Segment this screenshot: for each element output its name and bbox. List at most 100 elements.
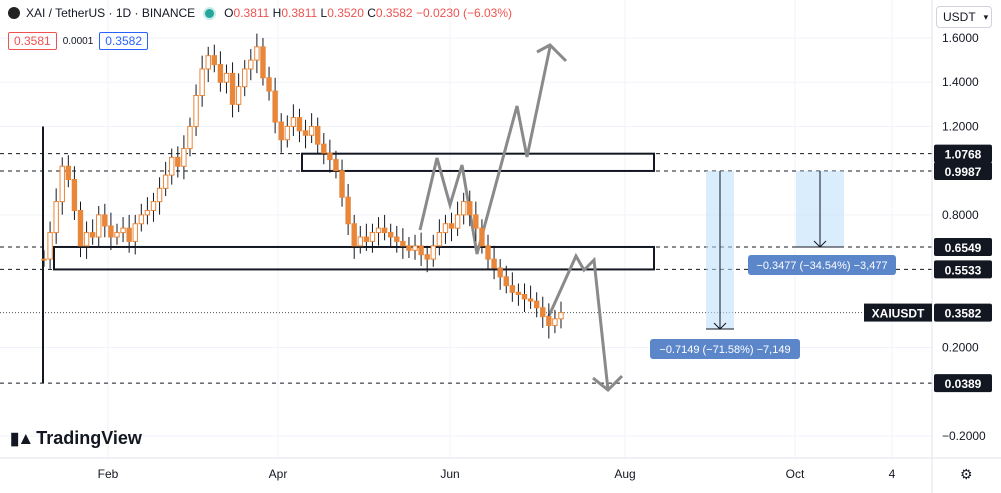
candle-body: [83, 232, 90, 247]
candle-body: [77, 209, 84, 247]
symbol-title[interactable]: XAI / TetherUS · 1D · BINANCE: [26, 6, 196, 20]
y-tick-label: 0.2000: [942, 341, 979, 355]
candle-body: [65, 165, 72, 181]
level-label-bg: [934, 161, 992, 180]
candle-body: [308, 125, 315, 136]
candle-body: [47, 232, 53, 260]
candle-body: [327, 152, 333, 161]
chevron-down-icon: ▾: [983, 11, 989, 22]
y-tick-label: 1.6000: [942, 31, 979, 45]
candle-body: [540, 307, 546, 318]
candle-body: [381, 227, 388, 234]
level-label: 0.9987: [945, 165, 982, 179]
candle-body: [211, 55, 218, 66]
spread-value: 0.0001: [62, 35, 94, 47]
projection-arrow-up: [536, 43, 568, 63]
candle-body: [387, 232, 394, 238]
candle-body: [181, 148, 187, 167]
x-tick-label: 4: [889, 467, 896, 481]
candle-body: [448, 223, 455, 229]
candle-body: [558, 312, 564, 320]
sell-button[interactable]: 0.3581: [8, 32, 57, 50]
candle-body: [199, 68, 205, 96]
close-value: 0.3582: [375, 6, 413, 20]
candle-body: [369, 232, 376, 242]
candle-body: [467, 201, 473, 216]
projection-arrow-down: [592, 374, 624, 393]
candle-body: [412, 245, 418, 251]
candle-body: [552, 318, 558, 326]
candle-body: [114, 232, 120, 238]
candle-body: [515, 291, 522, 295]
candle-body: [491, 258, 497, 269]
candle-body: [59, 165, 65, 203]
measure-label-bg: [748, 255, 896, 275]
candle-body: [296, 117, 303, 132]
market-status-icon: [205, 8, 215, 18]
candle-body: [527, 298, 534, 302]
quote-panel: 0.3581 0.0001 0.3582: [8, 32, 148, 50]
candle-body: [442, 223, 449, 234]
open-value: 0.3811: [233, 6, 270, 20]
candle-body: [144, 209, 151, 216]
y-tick-label: 0.8000: [942, 208, 979, 222]
candle-body: [546, 316, 552, 326]
candle-body: [503, 276, 509, 287]
candle-body: [321, 143, 327, 154]
candle-body: [272, 90, 278, 123]
candle-body: [162, 174, 169, 189]
high-value: 0.3811: [281, 6, 318, 20]
measure-label-bg: [650, 339, 800, 359]
x-tick-label: Aug: [614, 467, 635, 481]
candle-body: [400, 240, 406, 247]
low-value: 0.3520: [327, 6, 364, 20]
gear-icon[interactable]: ⚙: [960, 466, 973, 482]
candle-body: [242, 68, 248, 88]
candle-body: [436, 232, 443, 247]
candle-body: [187, 125, 193, 150]
candle-body: [235, 86, 242, 105]
candle-body: [509, 285, 516, 293]
level-label-bg: [934, 260, 992, 279]
candle-body: [339, 170, 345, 198]
candle-body: [41, 258, 47, 261]
candle-body: [278, 121, 284, 141]
candle-body: [205, 55, 211, 70]
buy-button[interactable]: 0.3582: [99, 32, 148, 50]
candle-body: [217, 64, 224, 83]
candle-body: [460, 201, 467, 216]
tradingview-logo[interactable]: ▮▲ TradingView: [10, 428, 142, 449]
x-tick-label: Apr: [269, 467, 288, 481]
candle-body: [315, 125, 321, 145]
candle-body: [266, 77, 272, 92]
current-price-bg: [934, 303, 992, 322]
candle-body: [430, 245, 436, 260]
measure-label: −0.3477 (−34.54%) −3,477: [756, 260, 887, 272]
candle-body: [473, 214, 479, 229]
candle-body: [126, 227, 132, 242]
candle-body: [406, 245, 412, 251]
candle-body: [284, 125, 290, 141]
symbol-legend: XAI / TetherUS · 1D · BINANCE O0.3811 H0…: [8, 6, 512, 20]
candle-body: [302, 130, 309, 136]
candle-body: [497, 267, 503, 278]
candle-body: [521, 293, 528, 300]
level-label-bg: [934, 144, 992, 163]
candle-body: [96, 214, 102, 238]
x-tick-label: Oct: [786, 467, 805, 481]
candle-body: [479, 227, 485, 247]
candle-body: [138, 214, 145, 225]
y-tick-label: 1.2000: [942, 119, 979, 133]
candle-body: [290, 117, 297, 127]
x-tick-label: Jun: [440, 467, 459, 481]
projection-path: [546, 252, 610, 391]
candle-body: [394, 236, 400, 242]
candle-body: [150, 201, 157, 211]
currency-select[interactable]: USDT ▾: [936, 6, 992, 28]
candle-body: [254, 46, 260, 61]
candle-body: [102, 214, 108, 227]
symbol-label: XAIUSDT: [872, 307, 925, 321]
candle-body: [193, 94, 199, 127]
change-value: −0.0230 (−6.03%): [415, 6, 513, 20]
